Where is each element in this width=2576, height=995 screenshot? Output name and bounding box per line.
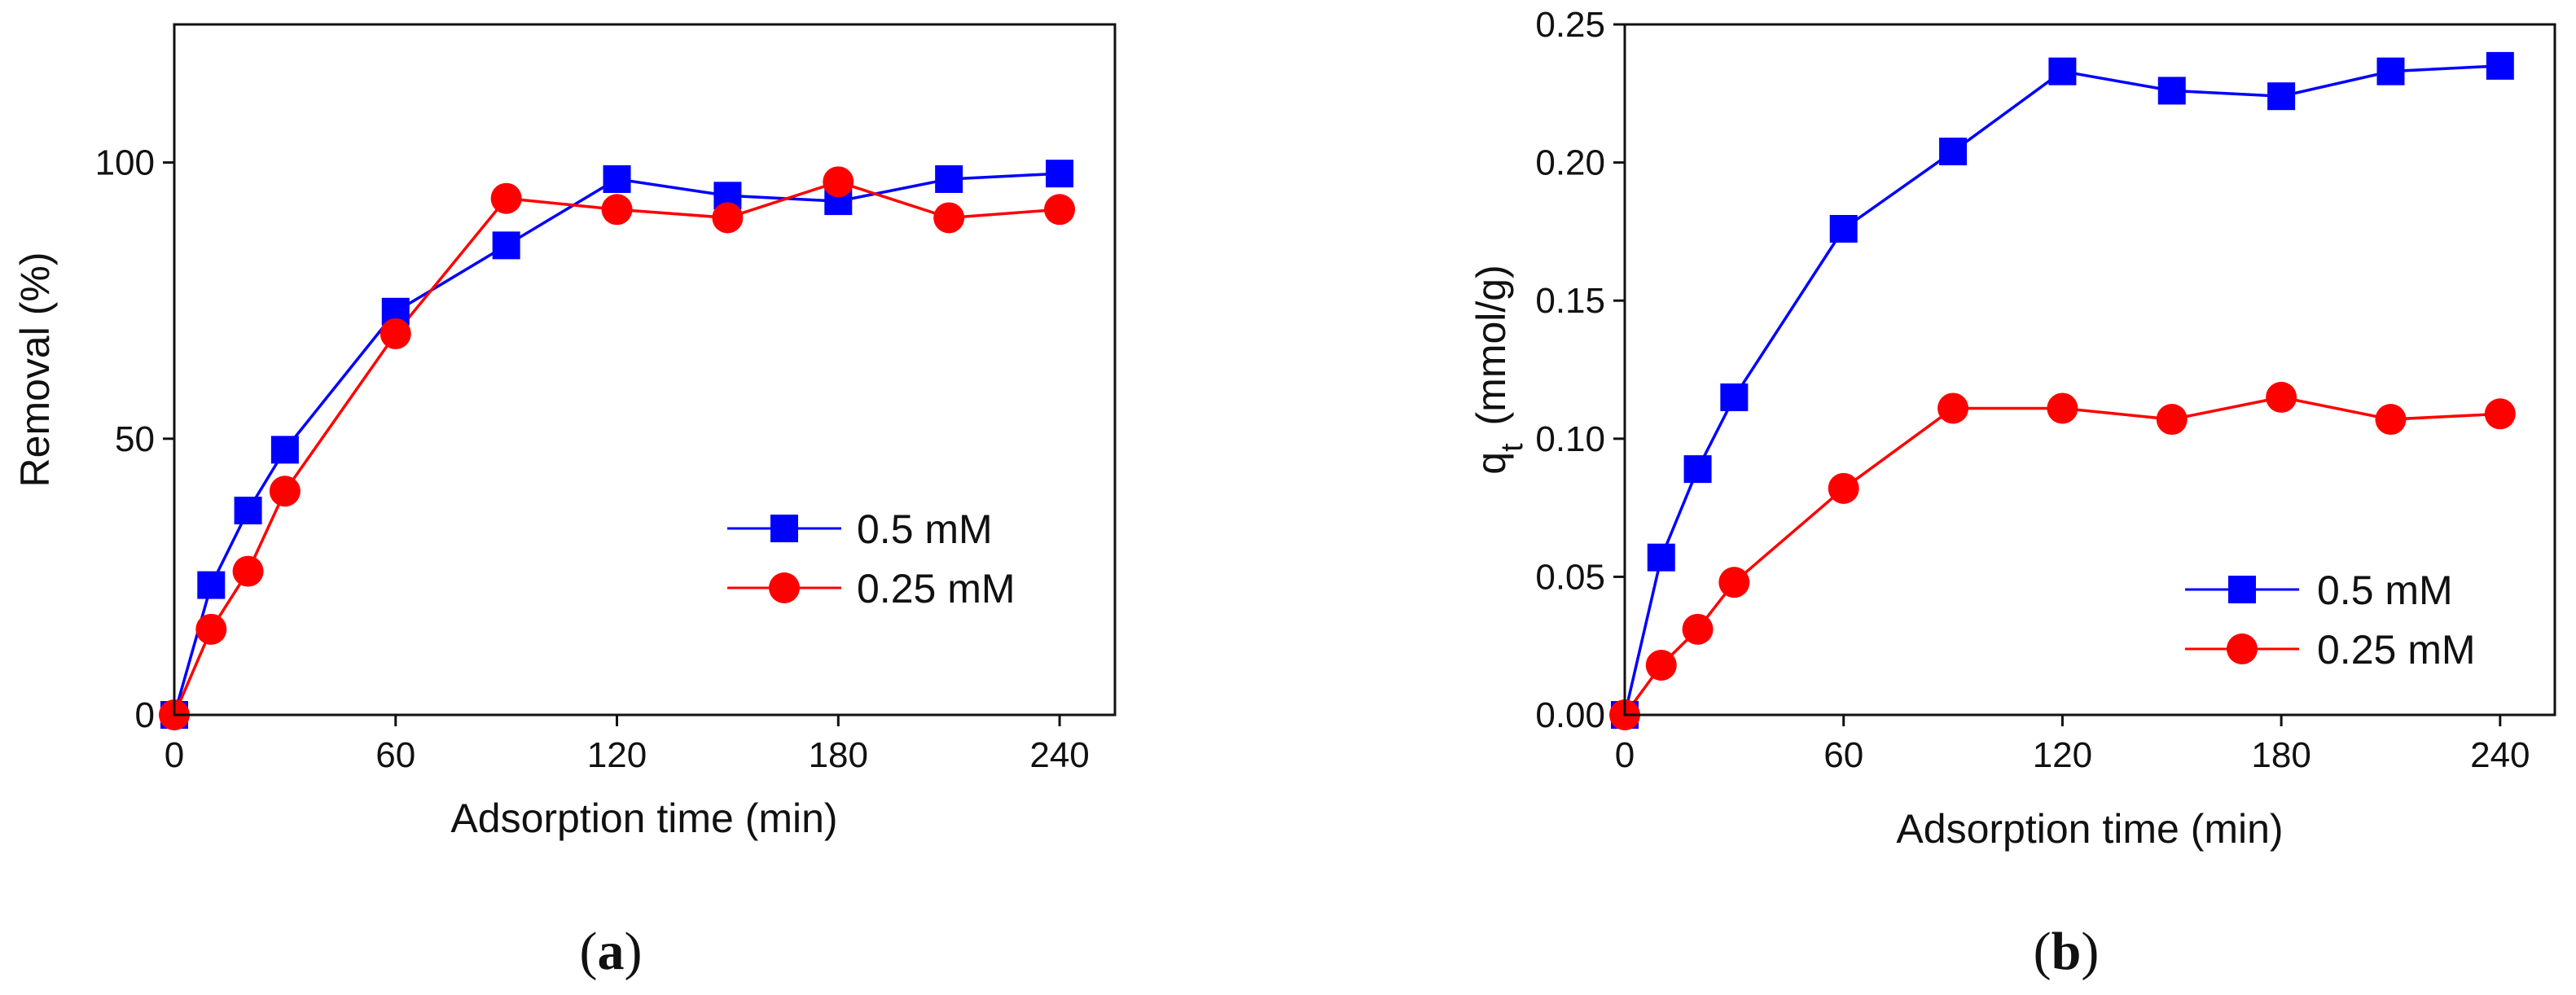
panel-a-point-0: [1046, 160, 1074, 188]
panel-b-y-tick-label: 0.10: [1535, 419, 1605, 459]
panel-b-plot-frame: [1623, 23, 2556, 717]
panel-b-y-tick-label: 0.20: [1535, 143, 1605, 183]
panel-b-x-tick-label: 240: [2470, 735, 2530, 775]
panel-b-point-0: [1720, 383, 1749, 411]
panel-b-chart: 0 60 120 180 240 0.00 0.05 0.10 0.15 0.20 0.25 Ads…: [1468, 5, 2556, 981]
panel-b-y-tick-label: 0.25: [1535, 5, 1605, 45]
panel-b-y-tick-label: 0.00: [1535, 695, 1605, 735]
panel-b-point-0: [2486, 51, 2514, 80]
panel-a-legend-label-1: 0.25 mM: [857, 566, 1016, 611]
panel-b-y-axis-title: qt (mmol/g): [1468, 265, 1529, 474]
panel-a-y-tick-label: 50: [115, 419, 155, 459]
panel-b-point-1: [2375, 404, 2407, 436]
panel-b-point-1: [1682, 613, 1714, 645]
panel-a-point-1: [601, 194, 633, 226]
panel-b-point-0: [2376, 57, 2405, 85]
panel-a-legend: 0.5 mM 0.25 mM: [727, 506, 1016, 611]
panel-b-point-1: [2484, 398, 2516, 430]
panel-b-point-1: [2266, 381, 2297, 413]
panel-b-legend-marker-1: [2227, 633, 2258, 664]
panel-b-y-tick-label: 0.15: [1535, 281, 1605, 321]
panel-b-x-axis-title: Adsorption time (min): [1896, 806, 2283, 852]
panel-a-legend-label-0: 0.5 mM: [857, 506, 993, 552]
panel-a-x-tick-label: 120: [587, 735, 647, 775]
panel-b-point-0: [2267, 82, 2296, 111]
panel-b-point-0: [1829, 215, 1858, 243]
panel-b-x-tick-label: 0: [1615, 735, 1635, 775]
panel-a-point-1: [380, 318, 411, 349]
panel-a-legend-marker-0: [770, 515, 798, 542]
panel-a-point-0: [197, 571, 226, 599]
panel-a-point-0: [935, 164, 963, 193]
panel-a-point-1: [232, 555, 264, 587]
panel-b-point-1: [1937, 392, 1969, 424]
panel-b-point-1: [1828, 472, 1859, 504]
panel-a-series-line-1: [173, 180, 1060, 716]
panel-b-point-0: [1939, 138, 1968, 166]
panel-a-point-1: [712, 202, 744, 234]
panel-a-y-tick-label: 0: [135, 695, 155, 735]
panel-b-x-tick-label: 180: [2251, 735, 2311, 775]
panel-a-label: (a): [580, 922, 643, 981]
panel-b-point-1: [2047, 392, 2078, 424]
panel-a-point-1: [490, 182, 522, 214]
panel-a-point-1: [1044, 194, 1076, 226]
panel-a-point-0: [492, 231, 520, 260]
panel-a-point-1: [823, 166, 854, 198]
panel-a-series-line-0: [173, 172, 1060, 716]
panel-a-x-tick-label: 180: [809, 735, 868, 775]
panel-a-y-axis-title: Removal (%): [12, 252, 58, 488]
panel-b-legend-marker-0: [2228, 576, 2256, 603]
panel-a-chart: 0 60 120 180 240 0 50 100 Adsorption time (min)…: [12, 23, 1117, 981]
panel-b-point-0: [2048, 57, 2077, 85]
panel-b-series-line-0: [1623, 64, 2500, 716]
panel-a-point-0: [270, 436, 299, 464]
panel-b-y-tick-label: 0.05: [1535, 557, 1605, 597]
panel-a-point-1: [933, 202, 965, 234]
panel-b-legend: 0.5 mM 0.25 mM: [2185, 568, 2476, 673]
panel-b-point-1: [1718, 567, 1750, 598]
panel-b-point-0: [1683, 455, 1712, 484]
panel-a-point-0: [234, 496, 262, 524]
panel-b-x-tick-label: 60: [1823, 735, 1863, 775]
panel-a-x-tick-label: 0: [165, 735, 184, 775]
panel-b-point-1: [1645, 649, 1677, 681]
panel-a-x-tick-label: 240: [1029, 735, 1089, 775]
panel-a-x-axis-title: Adsorption time (min): [450, 796, 837, 841]
panel-a-point-0: [603, 164, 631, 193]
panel-a-y-tick-label: 100: [95, 143, 155, 183]
panel-b-x-tick-label: 120: [2033, 735, 2092, 775]
panel-b-legend-label-0: 0.5 mM: [2317, 568, 2453, 613]
panel-a-legend-marker-1: [769, 572, 800, 603]
panel-b-point-0: [1647, 543, 1675, 572]
panel-a-x-tick-label: 60: [375, 735, 415, 775]
panel-b-label: (b): [2034, 922, 2100, 981]
panel-a-point-1: [195, 613, 227, 645]
panel-b-legend-label-1: 0.25 mM: [2317, 627, 2476, 673]
panel-b-point-0: [2157, 77, 2186, 105]
panel-a-plot-frame: [173, 23, 1117, 717]
panel-a-point-1: [269, 476, 301, 507]
panel-b-point-1: [2156, 404, 2188, 436]
